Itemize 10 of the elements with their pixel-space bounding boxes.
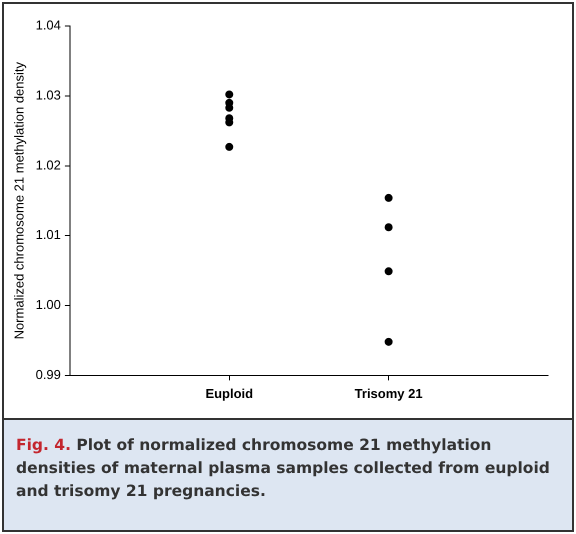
y-tick-label: 1.04 [36, 18, 61, 33]
y-tick-label: 0.99 [36, 366, 61, 382]
x-tick-label: Euploid [205, 386, 254, 401]
y-tick-label: 1.03 [36, 87, 61, 102]
y-tick-label: 1.00 [36, 297, 61, 312]
y-tick-label: 1.01 [36, 227, 61, 242]
y-axis-title: Normalized chromosome 21 methylation density [11, 61, 26, 340]
x-tick-label: Trisomy 21 [354, 386, 423, 401]
y-tick-label: 1.02 [36, 157, 61, 172]
caption: Fig. 4. Plot of normalized chromosome 21 methylation densities of maternal plasma samples collected from euploid and trisomy 21 pregnancies. [4, 418, 572, 530]
